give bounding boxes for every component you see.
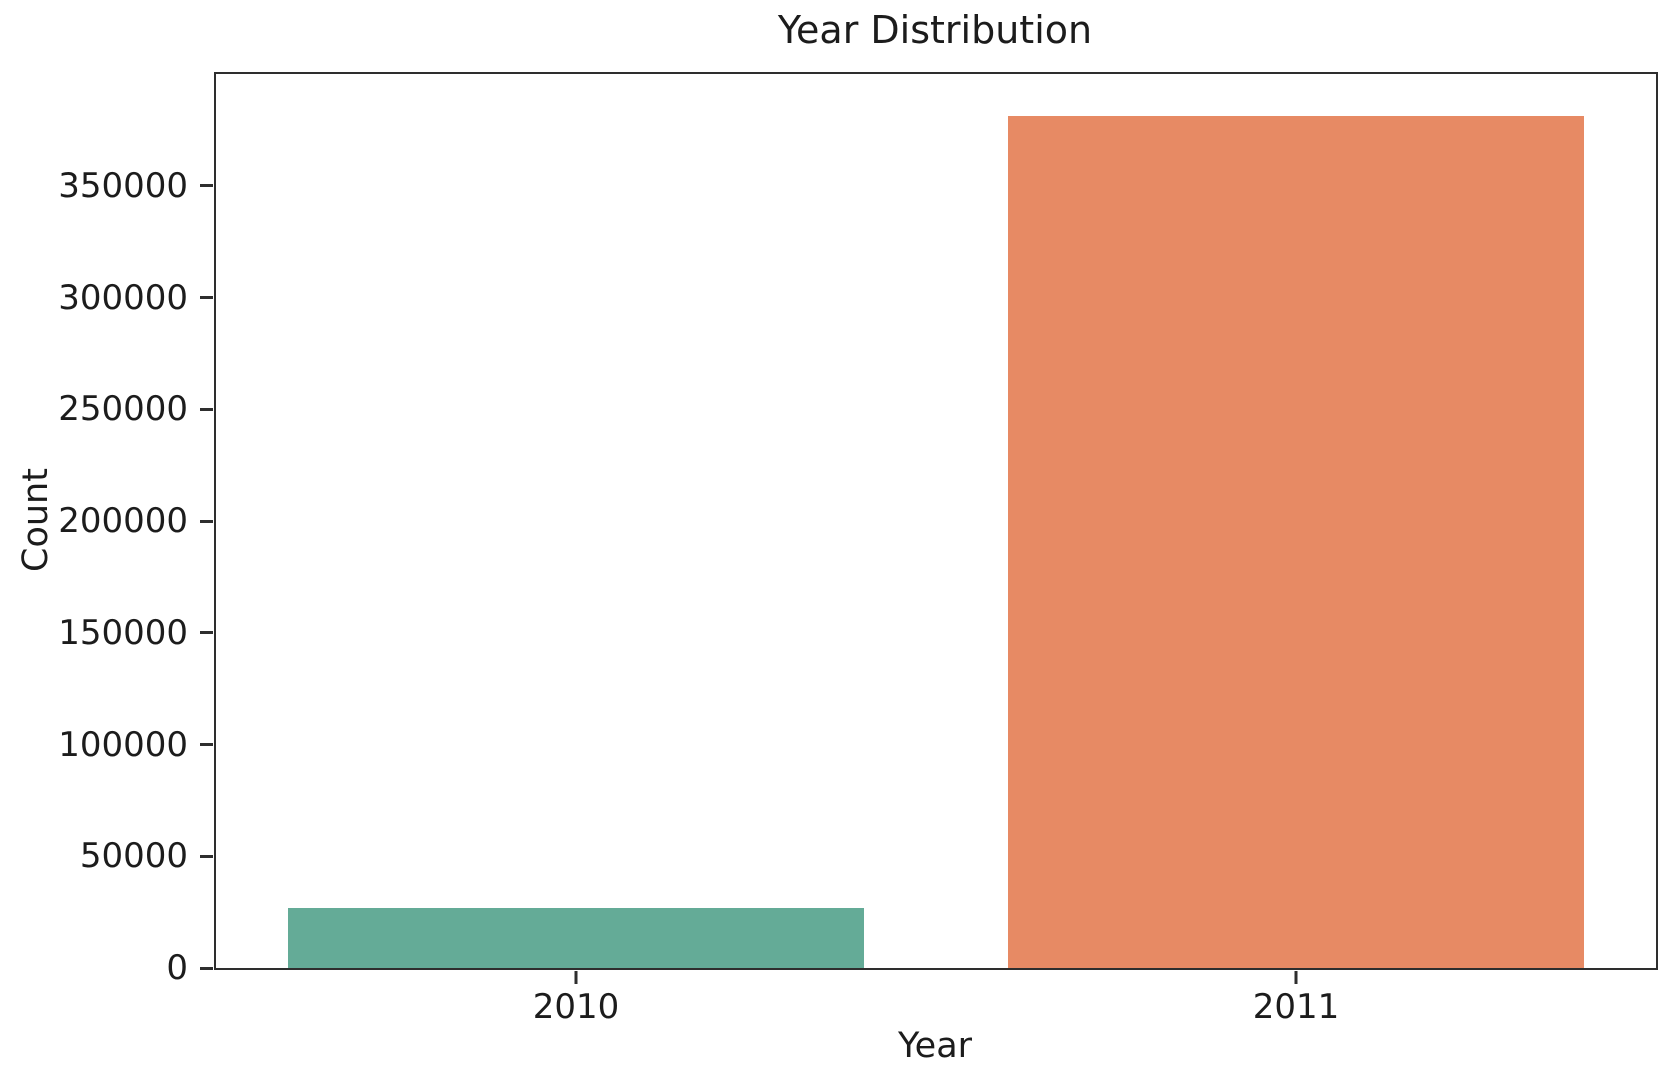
bar-2011 xyxy=(1008,116,1584,968)
y-tick-mark xyxy=(200,854,213,858)
y-axis-label: Count xyxy=(16,468,56,572)
x-tick-label: 2010 xyxy=(532,987,620,1027)
plot-area: 0 50000 100000 150000 200000 250000 300000 3500… xyxy=(58,72,1658,1024)
y-tick-label: 50000 xyxy=(79,836,188,877)
y-tick-mark xyxy=(200,184,213,188)
y-tick-label: 200000 xyxy=(58,501,188,541)
y-tick-label: 100000 xyxy=(58,724,188,765)
x-tick-mark xyxy=(1294,971,1298,984)
y-tick-label: 250000 xyxy=(58,389,188,430)
x-tick-mark xyxy=(574,971,578,984)
x-tick-label: 2011 xyxy=(1252,987,1340,1027)
y-tick-label: 300000 xyxy=(58,277,188,318)
chart-title: Year Distribution xyxy=(777,8,1093,52)
y-tick-mark xyxy=(200,743,213,746)
x-axis-label: Year xyxy=(897,1026,973,1066)
y-tick-label: 350000 xyxy=(58,165,188,206)
y-tick-mark xyxy=(200,519,213,523)
y-tick-mark xyxy=(200,407,213,411)
y-tick-label: 0 xyxy=(166,948,188,988)
y-tick-label: 150000 xyxy=(58,612,188,653)
y-tick-mark xyxy=(200,966,213,970)
y-tick-mark xyxy=(200,296,213,299)
y-tick-mark xyxy=(200,631,213,635)
bar-2010 xyxy=(288,907,864,968)
